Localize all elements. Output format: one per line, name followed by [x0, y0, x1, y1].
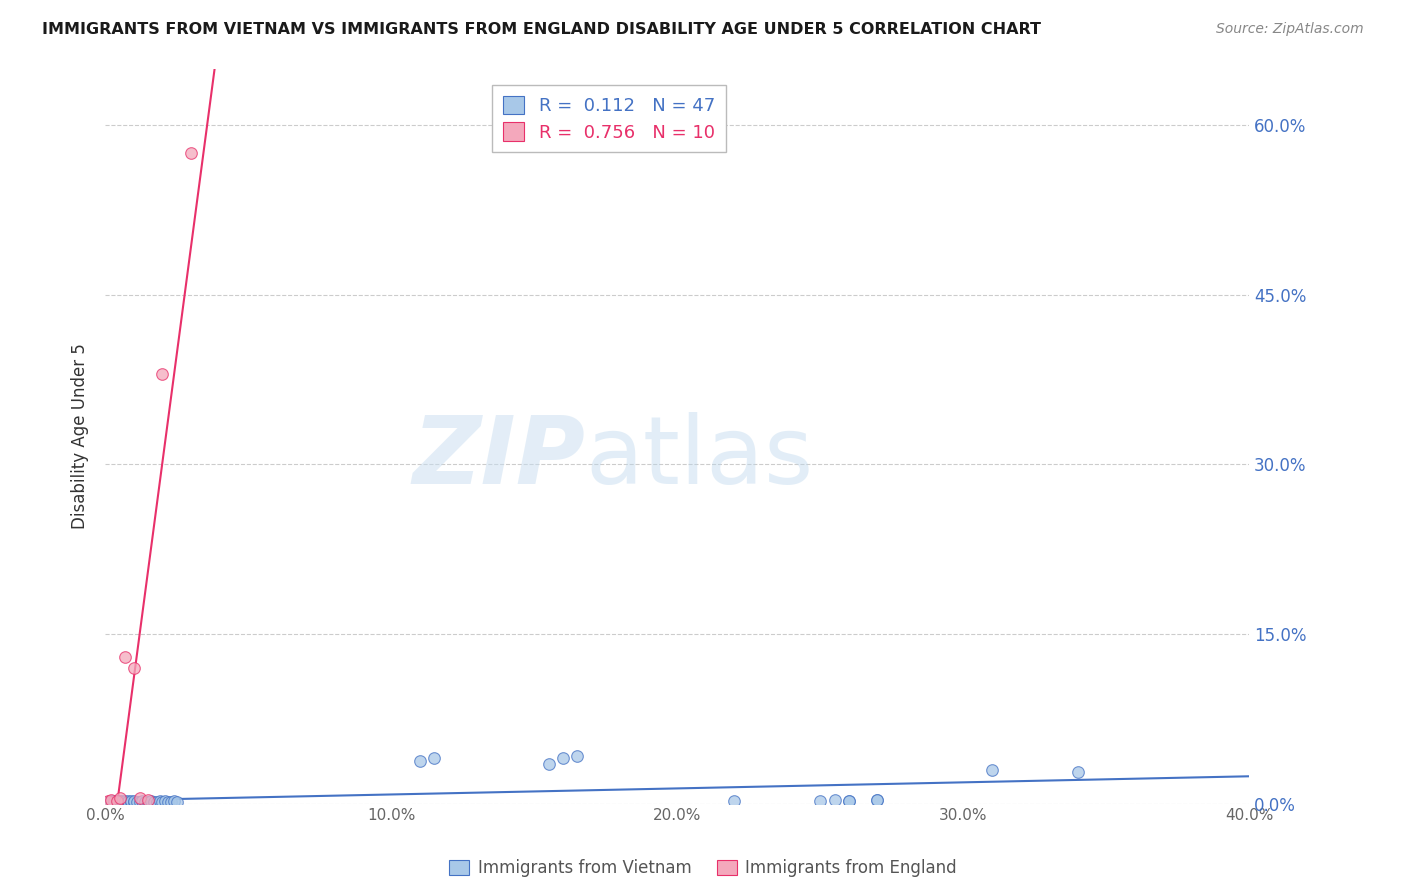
- Y-axis label: Disability Age Under 5: Disability Age Under 5: [72, 343, 89, 529]
- Point: [120, 796, 142, 810]
- Point: [409, 754, 432, 768]
- Point: [105, 794, 128, 808]
- Point: [114, 794, 136, 808]
- Point: [117, 796, 139, 810]
- Legend: Immigrants from Vietnam, Immigrants from England: Immigrants from Vietnam, Immigrants from…: [443, 853, 963, 884]
- Point: [180, 146, 202, 161]
- Point: [128, 796, 150, 810]
- Point: [114, 796, 136, 810]
- Point: [163, 794, 186, 808]
- Point: [100, 793, 122, 807]
- Point: [142, 796, 165, 810]
- Point: [160, 796, 183, 810]
- Point: [108, 794, 131, 808]
- Point: [152, 796, 174, 810]
- Point: [105, 794, 128, 808]
- Point: [157, 796, 180, 810]
- Point: [155, 794, 177, 808]
- Point: [537, 757, 560, 772]
- Point: [125, 796, 148, 810]
- Point: [108, 791, 131, 805]
- Point: [108, 796, 131, 810]
- Legend: R =  0.112   N = 47, R =  0.756   N = 10: R = 0.112 N = 47, R = 0.756 N = 10: [492, 85, 725, 153]
- Point: [1066, 764, 1088, 779]
- Point: [97, 796, 120, 810]
- Point: [103, 794, 125, 808]
- Point: [111, 796, 134, 810]
- Text: ZIP: ZIP: [413, 412, 586, 504]
- Point: [114, 649, 136, 664]
- Point: [136, 796, 159, 810]
- Point: [134, 796, 156, 810]
- Point: [122, 796, 145, 810]
- Point: [122, 794, 145, 808]
- Point: [866, 793, 889, 807]
- Point: [120, 794, 142, 808]
- Point: [980, 763, 1002, 777]
- Text: Source: ZipAtlas.com: Source: ZipAtlas.com: [1216, 22, 1364, 37]
- Point: [423, 751, 446, 765]
- Point: [122, 661, 145, 675]
- Point: [145, 796, 167, 810]
- Point: [723, 794, 745, 808]
- Point: [100, 794, 122, 808]
- Point: [105, 796, 128, 810]
- Point: [136, 793, 159, 807]
- Point: [97, 794, 120, 808]
- Point: [808, 794, 831, 808]
- Point: [139, 794, 162, 808]
- Text: IMMIGRANTS FROM VIETNAM VS IMMIGRANTS FROM ENGLAND DISABILITY AGE UNDER 5 CORREL: IMMIGRANTS FROM VIETNAM VS IMMIGRANTS FR…: [42, 22, 1042, 37]
- Point: [117, 794, 139, 808]
- Point: [551, 751, 574, 765]
- Point: [838, 794, 860, 808]
- Point: [128, 791, 150, 805]
- Point: [824, 793, 846, 807]
- Point: [111, 794, 134, 808]
- Text: atlas: atlas: [586, 412, 814, 504]
- Point: [166, 796, 188, 810]
- Point: [131, 794, 153, 808]
- Point: [103, 796, 125, 810]
- Point: [838, 794, 860, 808]
- Point: [152, 367, 174, 381]
- Point: [866, 793, 889, 807]
- Point: [565, 749, 588, 764]
- Point: [148, 794, 170, 808]
